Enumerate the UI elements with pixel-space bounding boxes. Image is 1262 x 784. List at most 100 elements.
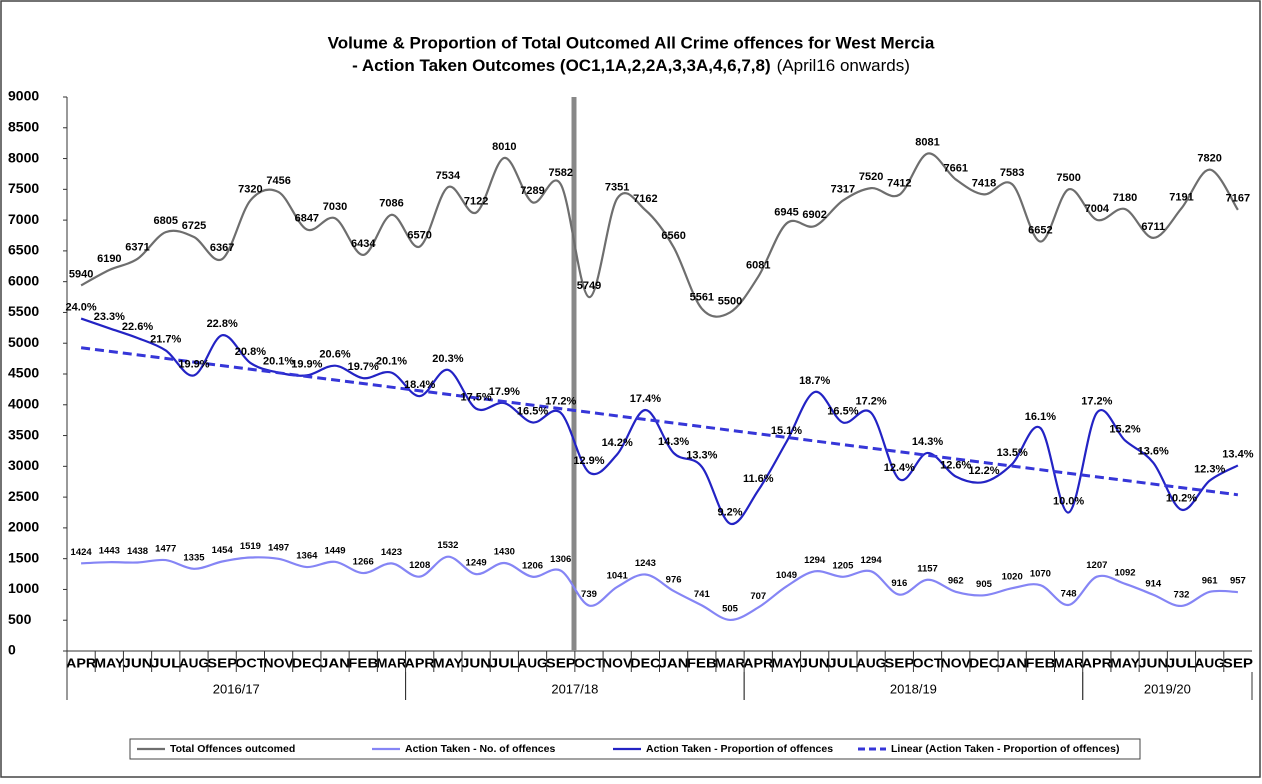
x-tick-label: AUG bbox=[1195, 656, 1225, 670]
x-tick-label: JUL bbox=[828, 656, 859, 670]
data-label: 1497 bbox=[268, 542, 289, 553]
data-label: 5561 bbox=[690, 292, 714, 304]
data-label: 957 bbox=[1230, 576, 1246, 587]
x-tick-label: NOV bbox=[602, 656, 633, 670]
y-tick-label: 4000 bbox=[8, 395, 39, 411]
data-label: 7500 bbox=[1056, 172, 1080, 184]
group-label: 2017/18 bbox=[551, 681, 598, 696]
data-label: 13.3% bbox=[686, 450, 717, 462]
data-label: 1423 bbox=[381, 547, 402, 558]
series-line bbox=[80, 152, 1239, 318]
data-label: 7086 bbox=[379, 198, 403, 210]
data-label: 1092 bbox=[1114, 567, 1135, 578]
data-label: 1049 bbox=[776, 570, 797, 581]
data-label: 7180 bbox=[1113, 192, 1137, 204]
data-label: 22.8% bbox=[207, 318, 238, 330]
data-label: 11.6% bbox=[743, 473, 774, 485]
x-tick-label: APR bbox=[1082, 656, 1112, 670]
data-label: 1306 bbox=[550, 554, 571, 565]
data-label: 23.3% bbox=[94, 311, 125, 323]
data-label: 22.6% bbox=[122, 321, 153, 333]
data-label: 17.9% bbox=[489, 386, 520, 398]
data-label: 7191 bbox=[1169, 191, 1193, 203]
chart-subtitle: - Action Taken Outcomes (OC1,1A,2,2A,3,3… bbox=[352, 56, 910, 75]
x-tick-label: MAR bbox=[715, 656, 745, 670]
data-label: 6371 bbox=[125, 242, 149, 254]
data-label: 6902 bbox=[802, 209, 826, 221]
y-tick-label: 8500 bbox=[8, 118, 39, 134]
data-label: 7582 bbox=[549, 167, 573, 179]
data-label: 6711 bbox=[1141, 221, 1165, 233]
x-tick-label: MAY bbox=[94, 656, 125, 670]
group-label: 2019/20 bbox=[1144, 681, 1191, 696]
data-label: 13.4% bbox=[1222, 448, 1253, 460]
data-label: 741 bbox=[694, 589, 711, 600]
x-tick-label: OCT bbox=[235, 656, 266, 670]
data-label: 6434 bbox=[351, 238, 376, 250]
data-label: 24.0% bbox=[66, 302, 97, 314]
x-tick-label: SEP bbox=[884, 656, 914, 670]
data-label: 7320 bbox=[238, 183, 262, 195]
group-label: 2018/19 bbox=[890, 681, 937, 696]
data-label: 19.9% bbox=[291, 358, 322, 370]
data-label: 6081 bbox=[746, 260, 770, 272]
data-label: 21.7% bbox=[150, 333, 181, 345]
x-tick-label: MAY bbox=[433, 656, 464, 670]
data-label: 12.9% bbox=[573, 455, 604, 467]
legend-label: Linear (Action Taken - Proportion of off… bbox=[891, 743, 1119, 755]
x-tick-label: DEC bbox=[630, 656, 660, 670]
group-label: 2016/17 bbox=[213, 681, 260, 696]
data-label: 7351 bbox=[605, 181, 629, 193]
x-tick-label: JUL bbox=[1166, 656, 1197, 670]
data-label: 7456 bbox=[266, 175, 290, 187]
x-tick-label: JUN bbox=[800, 656, 830, 670]
y-tick-label: 1500 bbox=[8, 549, 39, 565]
y-tick-label: 500 bbox=[8, 611, 32, 627]
x-tick-label: AUG bbox=[856, 656, 886, 670]
x-tick-label: MAY bbox=[771, 656, 802, 670]
x-tick-label: JUL bbox=[151, 656, 182, 670]
data-label: 5500 bbox=[718, 295, 742, 307]
data-label: 905 bbox=[976, 579, 993, 590]
chart-title: Volume & Proportion of Total Outcomed Al… bbox=[328, 33, 935, 52]
data-label: 7004 bbox=[1085, 203, 1110, 215]
data-label: 16.1% bbox=[1025, 411, 1056, 423]
x-tick-label: JAN bbox=[320, 656, 350, 670]
data-label: 17.2% bbox=[1081, 396, 1112, 408]
data-label: 732 bbox=[1174, 589, 1190, 600]
data-label: 962 bbox=[948, 575, 964, 586]
x-tick-label: SEP bbox=[546, 656, 576, 670]
data-label: 1157 bbox=[917, 563, 938, 574]
data-label: 5940 bbox=[69, 268, 93, 280]
x-tick-label: NOV bbox=[941, 656, 972, 670]
data-label: 12.4% bbox=[884, 462, 915, 474]
x-tick-label: FEB bbox=[687, 656, 717, 670]
data-label: 20.1% bbox=[376, 356, 407, 368]
y-tick-label: 2500 bbox=[8, 488, 39, 504]
subtitle-note: (April16 onwards) bbox=[777, 56, 910, 75]
data-label: 6847 bbox=[295, 212, 319, 224]
data-label: 1438 bbox=[127, 546, 148, 557]
data-label: 1206 bbox=[522, 560, 543, 571]
data-label: 8010 bbox=[492, 141, 516, 153]
x-tick-label: JUL bbox=[489, 656, 520, 670]
y-tick-label: 0 bbox=[8, 642, 16, 658]
data-label: 914 bbox=[1145, 578, 1162, 589]
x-tick-label: FEB bbox=[348, 656, 378, 670]
data-label: 1294 bbox=[804, 555, 826, 566]
data-label: 15.2% bbox=[1109, 423, 1140, 435]
data-label: 7122 bbox=[464, 196, 488, 208]
data-label: 7520 bbox=[859, 171, 883, 183]
data-label: 1294 bbox=[861, 555, 883, 566]
y-tick-label: 7500 bbox=[8, 180, 39, 196]
data-label: 1454 bbox=[212, 545, 234, 556]
data-label: 1424 bbox=[71, 547, 93, 558]
data-label: 7289 bbox=[520, 185, 544, 197]
data-label: 15.1% bbox=[771, 425, 802, 437]
data-label: 976 bbox=[666, 574, 682, 585]
x-tick-label: SEP bbox=[207, 656, 237, 670]
data-label: 13.6% bbox=[1138, 446, 1169, 458]
data-label: 1532 bbox=[437, 540, 458, 551]
y-tick-label: 3500 bbox=[8, 426, 39, 442]
data-label: 1207 bbox=[1086, 560, 1107, 571]
